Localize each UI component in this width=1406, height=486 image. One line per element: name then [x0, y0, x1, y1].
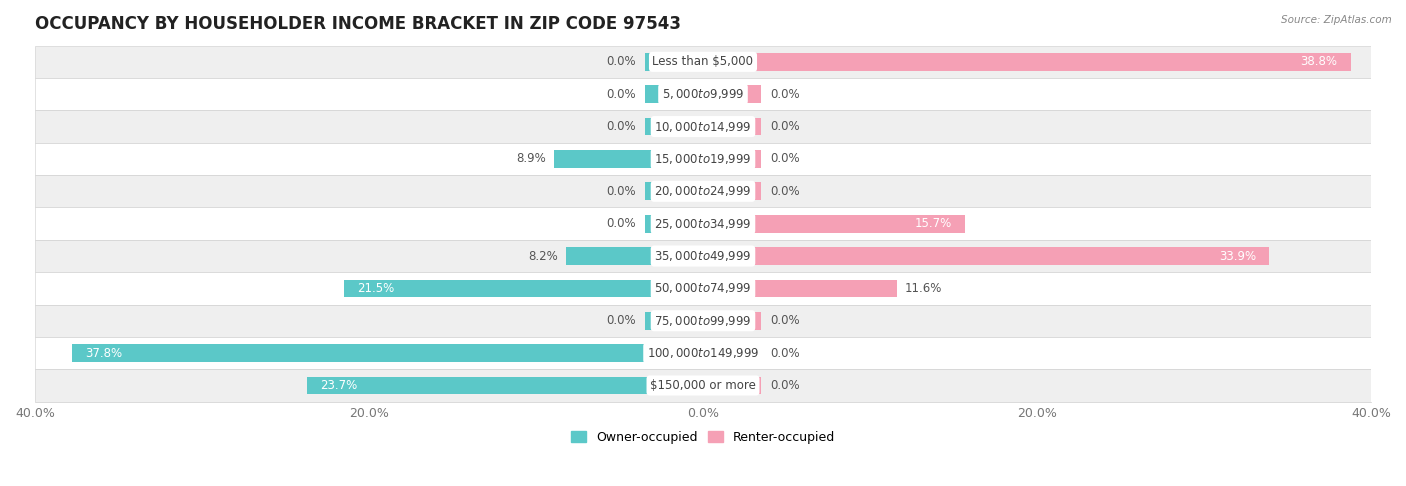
Text: 0.0%: 0.0%	[606, 185, 636, 198]
Text: Source: ZipAtlas.com: Source: ZipAtlas.com	[1281, 15, 1392, 25]
Text: 0.0%: 0.0%	[770, 379, 800, 392]
Bar	[35, 305, 1371, 337]
Bar	[35, 46, 1371, 78]
Legend: Owner-occupied, Renter-occupied: Owner-occupied, Renter-occupied	[567, 426, 839, 449]
Text: Less than $5,000: Less than $5,000	[652, 55, 754, 69]
Text: $25,000 to $34,999: $25,000 to $34,999	[654, 217, 752, 231]
Text: 23.7%: 23.7%	[321, 379, 357, 392]
Text: 0.0%: 0.0%	[606, 314, 636, 327]
Bar	[644, 312, 703, 330]
Text: $100,000 to $149,999: $100,000 to $149,999	[647, 346, 759, 360]
Text: 0.0%: 0.0%	[770, 120, 800, 133]
Bar	[307, 377, 703, 395]
Bar	[703, 118, 762, 136]
Bar	[344, 279, 703, 297]
Text: $75,000 to $99,999: $75,000 to $99,999	[654, 314, 752, 328]
Text: 0.0%: 0.0%	[606, 217, 636, 230]
Bar	[703, 344, 762, 362]
Text: $10,000 to $14,999: $10,000 to $14,999	[654, 120, 752, 134]
Bar	[703, 53, 1351, 71]
Bar	[35, 337, 1371, 369]
Text: $15,000 to $19,999: $15,000 to $19,999	[654, 152, 752, 166]
Text: $20,000 to $24,999: $20,000 to $24,999	[654, 184, 752, 198]
Bar	[35, 110, 1371, 143]
Bar	[35, 272, 1371, 305]
Text: 0.0%: 0.0%	[770, 314, 800, 327]
Text: 0.0%: 0.0%	[606, 55, 636, 69]
Text: 0.0%: 0.0%	[606, 87, 636, 101]
Text: 8.2%: 8.2%	[527, 249, 558, 262]
Bar	[644, 182, 703, 200]
Bar	[703, 377, 762, 395]
Bar	[703, 312, 762, 330]
Bar	[644, 118, 703, 136]
Bar	[554, 150, 703, 168]
Text: 0.0%: 0.0%	[770, 87, 800, 101]
Text: $150,000 or more: $150,000 or more	[650, 379, 756, 392]
Bar	[35, 175, 1371, 208]
Bar	[703, 215, 965, 233]
Text: $5,000 to $9,999: $5,000 to $9,999	[662, 87, 744, 101]
Bar	[703, 182, 762, 200]
Text: $50,000 to $74,999: $50,000 to $74,999	[654, 281, 752, 295]
Bar	[35, 78, 1371, 110]
Text: 38.8%: 38.8%	[1301, 55, 1337, 69]
Bar	[703, 279, 897, 297]
Bar	[567, 247, 703, 265]
Bar	[644, 215, 703, 233]
Bar	[703, 86, 762, 103]
Bar	[35, 208, 1371, 240]
Text: $35,000 to $49,999: $35,000 to $49,999	[654, 249, 752, 263]
Text: 11.6%: 11.6%	[905, 282, 942, 295]
Bar	[644, 53, 703, 71]
Text: 0.0%: 0.0%	[606, 120, 636, 133]
Text: 15.7%: 15.7%	[915, 217, 952, 230]
Text: 8.9%: 8.9%	[516, 153, 546, 165]
Bar	[644, 86, 703, 103]
Text: 33.9%: 33.9%	[1219, 249, 1256, 262]
Text: 0.0%: 0.0%	[770, 185, 800, 198]
Bar	[35, 240, 1371, 272]
Text: 37.8%: 37.8%	[84, 347, 122, 360]
Bar	[72, 344, 703, 362]
Bar	[703, 247, 1270, 265]
Text: 0.0%: 0.0%	[770, 347, 800, 360]
Text: 0.0%: 0.0%	[770, 153, 800, 165]
Bar	[35, 369, 1371, 401]
Text: 21.5%: 21.5%	[357, 282, 395, 295]
Text: OCCUPANCY BY HOUSEHOLDER INCOME BRACKET IN ZIP CODE 97543: OCCUPANCY BY HOUSEHOLDER INCOME BRACKET …	[35, 15, 681, 33]
Bar	[35, 143, 1371, 175]
Bar	[703, 150, 762, 168]
